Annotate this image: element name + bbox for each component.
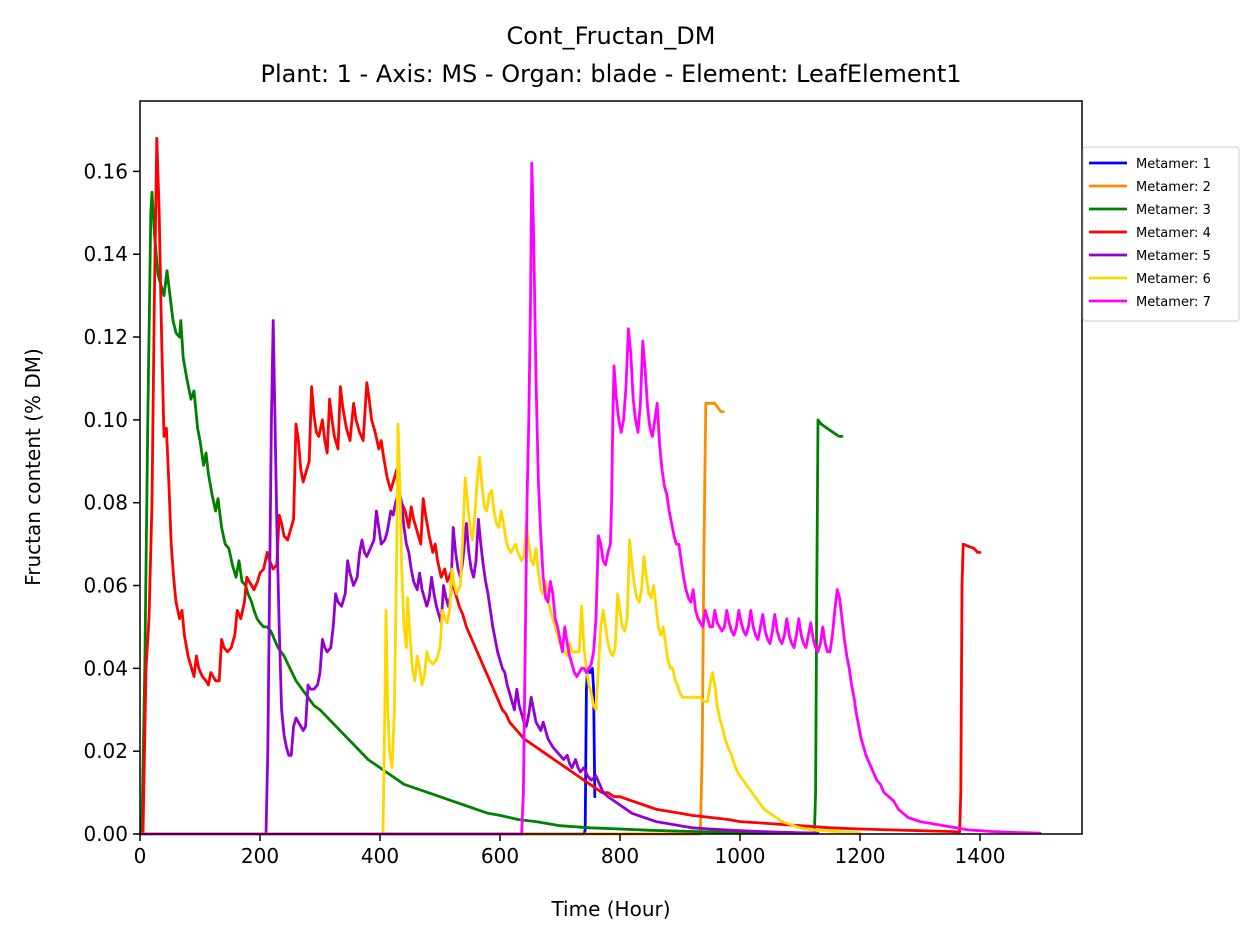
- plot-frame: [139, 100, 1083, 835]
- series-line-metamer-7: [138, 161, 1042, 836]
- y-tick-label: 0.02: [83, 739, 128, 763]
- plot-lines: [138, 136, 1042, 836]
- series-line-metamer-2: [138, 401, 725, 836]
- legend-label-metamer-4: Metamer: 4: [1136, 226, 1211, 241]
- y-tick-label: 0.12: [83, 325, 128, 349]
- legend-label-metamer-3: Metamer: 3: [1136, 203, 1211, 218]
- series-line-metamer-3: [138, 190, 844, 836]
- y-tick-label: 0.08: [83, 491, 128, 515]
- chart-subtitle: Plant: 1 - Axis: MS - Organ: blade - Ele…: [260, 60, 961, 88]
- legend-label-metamer-7: Metamer: 7: [1136, 295, 1211, 310]
- chart-title: Cont_Fructan_DM: [507, 22, 716, 50]
- x-tick-label: 1000: [715, 844, 766, 868]
- x-axis: 0 200 400 600 800 1000 1200 1400: [134, 834, 1006, 868]
- y-tick-label: 0.00: [83, 822, 128, 846]
- legend-label-metamer-6: Metamer: 6: [1136, 272, 1211, 287]
- series-line-metamer-4: [138, 136, 982, 836]
- legend-label-metamer-2: Metamer: 2: [1136, 180, 1211, 195]
- legend-label-metamer-1: Metamer: 1: [1136, 157, 1211, 172]
- y-tick-label: 0.10: [83, 408, 128, 432]
- x-tick-label: 1200: [835, 844, 886, 868]
- x-tick-label: 1400: [955, 844, 1006, 868]
- y-tick-label: 0.14: [83, 242, 128, 266]
- series-line-metamer-6: [138, 422, 862, 836]
- legend-label-metamer-5: Metamer: 5: [1136, 249, 1211, 264]
- legend: Metamer: 1 Metamer: 2 Metamer: 3 Metamer: 4…: [1082, 146, 1240, 322]
- x-tick-label: 600: [481, 844, 519, 868]
- x-tick-label: 400: [361, 844, 399, 868]
- y-tick-label: 0.06: [83, 574, 128, 598]
- y-tick-label: 0.16: [83, 159, 128, 183]
- x-tick-label: 800: [601, 844, 639, 868]
- x-tick-label: 0: [134, 844, 147, 868]
- y-tick-label: 0.04: [83, 656, 128, 680]
- y-axis-label: Fructan content (% DM): [21, 348, 45, 586]
- x-tick-label: 200: [241, 844, 279, 868]
- x-axis-label: Time (Hour): [550, 897, 670, 921]
- y-axis: 0.00 0.02 0.04 0.06 0.08 0.10 0.12 0.14 0.16: [83, 159, 140, 846]
